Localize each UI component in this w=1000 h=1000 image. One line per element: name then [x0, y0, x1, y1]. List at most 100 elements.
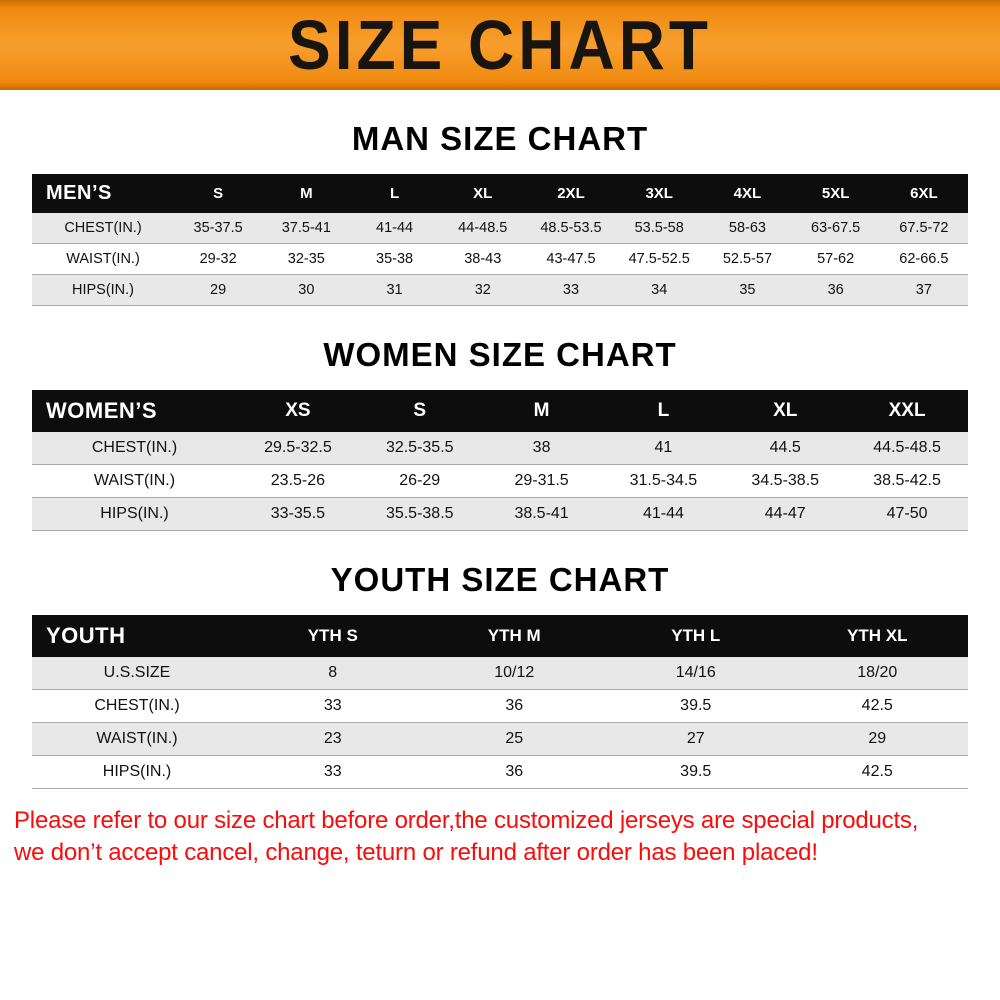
table-title: MEN’S	[46, 182, 112, 204]
cell: 37.5-41	[262, 213, 351, 244]
column-header: YTH S	[307, 626, 358, 645]
cell: 48.5-53.5	[526, 213, 616, 244]
youth-section-title: YOUTH SIZE CHART	[330, 561, 670, 598]
cell: 38.5-42.5	[846, 464, 968, 498]
column-header: XL	[473, 185, 493, 202]
cell: 67.5-72	[879, 213, 968, 244]
cell: 38.5-41	[480, 497, 603, 531]
cell: 35.5-38.5	[358, 497, 481, 531]
cell: 14/16	[605, 657, 787, 690]
youth-section: YOUTH SIZE CHART YOUTH YTH S YTH M YTH L YTH…	[0, 561, 1000, 789]
cell: 31.5-34.5	[602, 464, 725, 498]
size-table: WOMEN’S XS S M L XL XXL CHEST(IN.) 29.5-32.5 32.5…	[32, 390, 968, 531]
column-header: 3XL	[645, 185, 673, 202]
cell: 62-66.5	[879, 243, 968, 275]
cell: 39.5	[605, 689, 787, 723]
table-title: WOMEN’S	[46, 398, 158, 423]
column-header: YTH M	[487, 626, 541, 645]
women-section-title: WOMEN SIZE CHART	[323, 336, 677, 373]
column-header: 6XL	[910, 185, 938, 202]
cell: 44-47	[724, 497, 847, 531]
cell: 32	[438, 274, 527, 306]
column-header: XS	[285, 400, 311, 421]
cell: 26-29	[358, 464, 481, 498]
cell: 57-62	[791, 243, 880, 275]
cell: 33	[242, 755, 424, 789]
table-header-row: WOMEN’S XS S M L XL XXL	[32, 390, 968, 432]
cell: 53.5-58	[615, 213, 704, 244]
table-row: CHEST(IN.) 33 36 39.5 42.5	[32, 689, 968, 723]
size-table: MEN’S S M L XL 2XL 3XL 4XL 5XL 6XL CHEST(IN.) 35-37…	[32, 174, 968, 306]
cell: 18/20	[786, 657, 968, 690]
size-table: YOUTH YTH S YTH M YTH L YTH XL U.S.SIZE 8 10/12…	[32, 615, 968, 789]
cell: 41-44	[350, 213, 439, 244]
cell: 63-67.5	[791, 213, 880, 244]
cell: 29-31.5	[480, 464, 603, 498]
column-header: S	[213, 185, 224, 202]
cell: 29	[786, 722, 968, 756]
cell: 39.5	[605, 755, 787, 789]
table-row: HIPS(IN.) 29 30 31 32 33 34 35 36 37	[32, 274, 968, 306]
women-size-table: WOMEN’S XS S M L XL XXL CHEST(IN.) 29.5-32.5 32.5…	[32, 390, 968, 531]
cell: 58-63	[703, 213, 792, 244]
cell: 47.5-52.5	[615, 243, 704, 275]
table-header-row: YOUTH YTH S YTH M YTH L YTH XL	[32, 615, 968, 657]
column-header: S	[413, 400, 427, 421]
column-header: L	[389, 185, 400, 202]
cell: 35-38	[350, 243, 439, 275]
column-header: 2XL	[557, 185, 585, 202]
column-header: M	[300, 185, 313, 202]
row-label: CHEST(IN.)	[32, 213, 174, 244]
table-row: WAIST(IN.) 29-32 32-35 35-38 38-43 43-47.5 47.…	[32, 243, 968, 275]
column-header: M	[533, 400, 550, 421]
row-label: WAIST(IN.)	[32, 243, 174, 275]
cell: 44.5-48.5	[846, 432, 968, 465]
men-section: MAN SIZE CHART MEN’S S M L XL 2XL 3XL 4XL 5XL 6XL…	[0, 120, 1000, 306]
cell: 47-50	[846, 497, 968, 531]
cell: 41-44	[602, 497, 725, 531]
cell: 27	[605, 722, 787, 756]
table-row: WAIST(IN.) 23.5-26 26-29 29-31.5 31.5-34.5 34…	[32, 464, 968, 498]
row-label: HIPS(IN.)	[32, 497, 237, 531]
cell: 52.5-57	[703, 243, 792, 275]
cell: 44-48.5	[438, 213, 527, 244]
cell: 37	[879, 274, 968, 306]
row-label: HIPS(IN.)	[32, 755, 242, 789]
table-row: WAIST(IN.) 23 25 27 29	[32, 722, 968, 756]
cell: 44.5	[724, 432, 847, 465]
table-title: YOUTH	[46, 623, 126, 648]
cell: 10/12	[423, 657, 605, 690]
column-header: 5XL	[821, 185, 850, 202]
women-section: WOMEN SIZE CHART WOMEN’S XS S M L XL XXL CHEST(…	[0, 336, 1000, 531]
cell: 29	[174, 274, 263, 306]
cell: 42.5	[786, 755, 968, 789]
row-label: WAIST(IN.)	[32, 464, 237, 498]
column-header: L	[657, 400, 670, 421]
table-row: CHEST(IN.) 35-37.5 37.5-41 41-44 44-48.5 48.5…	[32, 213, 968, 244]
cell: 43-47.5	[526, 243, 616, 275]
cell: 31	[350, 274, 439, 306]
disclaimer-line-1: Please refer to our size chart before or…	[14, 807, 919, 834]
cell: 35	[703, 274, 792, 306]
column-header: XXL	[888, 400, 926, 421]
row-label: WAIST(IN.)	[32, 722, 242, 756]
row-label: HIPS(IN.)	[32, 274, 174, 306]
column-header: XL	[773, 400, 798, 421]
cell: 29.5-32.5	[237, 432, 359, 465]
cell: 23	[242, 722, 424, 756]
cell: 33-35.5	[237, 497, 359, 531]
column-header: YTH XL	[847, 626, 908, 645]
table-row: HIPS(IN.) 33 36 39.5 42.5	[32, 755, 968, 789]
table-row: U.S.SIZE 8 10/12 14/16 18/20	[32, 657, 968, 690]
cell: 35-37.5	[174, 213, 263, 244]
table-header-row: MEN’S S M L XL 2XL 3XL 4XL 5XL 6XL	[32, 174, 968, 213]
men-size-table: MEN’S S M L XL 2XL 3XL 4XL 5XL 6XL CHEST(IN.) 35-37…	[32, 174, 968, 306]
youth-size-table: YOUTH YTH S YTH M YTH L YTH XL U.S.SIZE 8 10/12…	[32, 615, 968, 789]
men-section-title: MAN SIZE CHART	[351, 120, 649, 157]
row-label: CHEST(IN.)	[32, 432, 237, 465]
cell: 23.5-26	[237, 464, 359, 498]
column-header: 4XL	[733, 185, 762, 202]
disclaimer: Please refer to our size chart before or…	[14, 805, 1000, 870]
disclaimer-line-2: we don’t accept cancel, change, teturn o…	[14, 839, 818, 867]
table-row: CHEST(IN.) 29.5-32.5 32.5-35.5 38 41 44.5 44.5…	[32, 432, 968, 465]
